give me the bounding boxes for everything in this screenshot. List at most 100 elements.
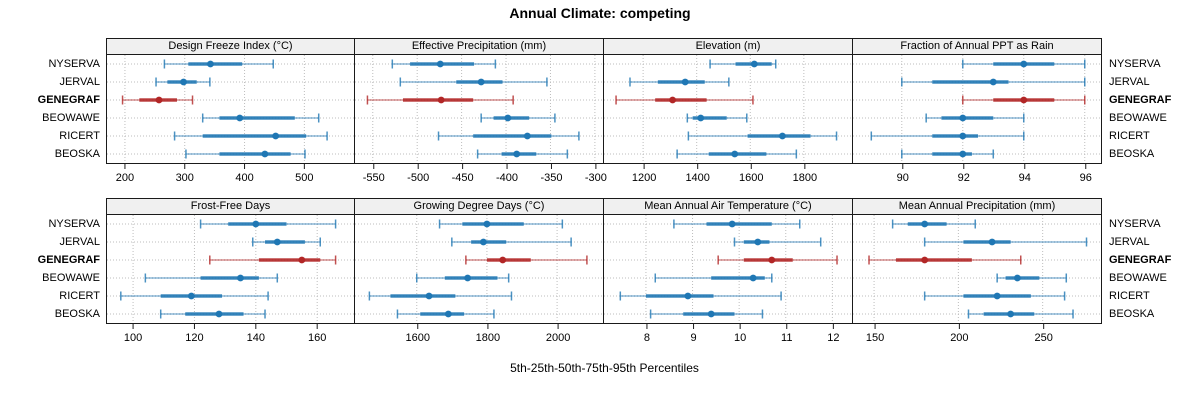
median-dot [252,220,260,228]
site-label-beowawe: BEOWAWE [1109,272,1167,284]
axis-tick-label: 1800 [476,332,500,344]
median-dot [1020,60,1028,68]
panel-title: Mean Annual Air Temperature (°C) [604,199,852,215]
site-labels-left-bottom: NYSERVA JERVAL GENEGRAF BEOWAWE RICERT BEOSKA [0,215,100,323]
x-axis-top-row: 200 300 400 500 -550 -500 -450 -400 -350 -300 1200… [116,164,1092,184]
panel-plot-area [853,55,1100,163]
median-dot [504,114,512,122]
median-dot [480,238,487,246]
site-labels-right-top: NYSERVA JERVAL GENEGRAF BEOWAWE RICERT BEOSKA [1109,55,1200,163]
median-dot [1013,274,1021,282]
site-label-genegraf: GENEGRAF [37,94,100,106]
median-dot [684,292,692,300]
site-label-beoska: BEOSKA [1109,308,1155,320]
panel-fraction-of-annual-ppt-as-rain: Fraction of Annual PPT as Rain [853,38,1102,164]
axis-tick-label: 1600 [406,332,430,344]
site-label-nyserva: NYSERVA [1109,218,1161,230]
axis-tick-label: -550 [363,172,385,184]
median-dot [959,150,967,158]
site-label-ricert: RICERT [59,130,100,142]
axis-tick-label: 140 [247,332,265,344]
median-dot [988,238,996,246]
x-axis-bottom-row: 100 120 140 160 1600 1800 2000 8 9 10 11 12 150 200 25… [124,324,1053,344]
axis-tick-label: 8 [644,332,650,344]
panel-mean-annual-air-temperature-c: Mean Annual Air Temperature (°C) [604,198,853,324]
axis-tick-label: 400 [235,172,253,184]
axis-tick-label: -400 [496,172,518,184]
site-label-nyserva: NYSERVA [48,218,100,230]
panel-plot-area [853,215,1100,323]
median-dot [180,78,187,86]
panel-title: Effective Precipitation (mm) [355,39,603,55]
median-dot [1020,96,1028,104]
panel-row-top: Design Freeze Index (°C) Effective Precip… [106,38,1103,164]
site-label-genegraf: GENEGRAF [37,254,100,266]
panel-title: Frost-Free Days [107,199,354,215]
axis-tick-label: -350 [540,172,562,184]
site-label-jerval: JERVAL [59,76,100,88]
site-label-ricert: RICERT [1109,130,1150,142]
median-dot [155,96,163,104]
panel-row-bottom: Frost-Free Days Growing Degree Days (°C) M… [106,198,1103,324]
site-label-jerval: JERVAL [59,236,100,248]
panel-plot-area [107,215,354,323]
site-label-jerval: JERVAL [1109,76,1150,88]
median-dot [207,60,214,68]
panel-plot-area [107,55,354,163]
panel-plot-area [604,215,851,323]
axis-tick-label: 250 [1034,332,1052,344]
axis-tick-label: -300 [585,172,607,184]
panel-growing-degree-days-c: Growing Degree Days (°C) [355,198,604,324]
axis-tick-label: 1800 [793,172,817,184]
axis-tick-label: 300 [176,172,194,184]
axis-tick-label: 11 [781,332,792,344]
axis-tick-label: 1600 [739,172,763,184]
median-dot [298,256,306,264]
axis-tick-label: 500 [295,172,313,184]
median-dot [425,292,433,300]
median-dot [989,78,997,86]
site-label-beowawe: BEOWAWE [42,272,100,284]
median-dot [513,150,521,158]
median-dot [477,78,485,86]
chart-title: Annual Climate: competing [509,5,691,21]
axis-tick-label: 100 [124,332,142,344]
panel-plot-area [355,215,602,323]
panel-effective-precipitation-mm: Effective Precipitation (mm) [355,38,604,164]
median-dot [921,256,929,264]
percentiles-caption: 5th-25th-50th-75th-95th Percentiles [510,361,699,375]
panel-plot-area [355,55,602,163]
median-dot [237,274,244,282]
axis-tick-label: 9 [690,332,696,344]
panel-mean-annual-precipitation-mm: Mean Annual Precipitation (mm) [853,198,1102,324]
axis-tick-label: 1400 [685,172,709,184]
axis-tick-label: 200 [950,332,968,344]
median-dot [444,310,452,318]
median-dot [464,274,472,282]
median-dot [959,114,967,122]
axis-tick-label: 1200 [632,172,656,184]
site-labels-right-bottom: NYSERVA JERVAL GENEGRAF BEOWAWE RICERT BEOSKA [1109,215,1200,323]
axis-tick-label: -450 [452,172,474,184]
site-label-ricert: RICERT [59,290,100,302]
panel-title: Elevation (m) [604,39,852,55]
axis-tick-label: 12 [827,332,839,344]
panel-frost-free-days: Frost-Free Days [106,198,355,324]
panel-title: Design Freeze Index (°C) [107,39,354,55]
median-dot [523,132,531,140]
site-label-beowawe: BEOWAWE [42,112,100,124]
median-dot [236,114,244,122]
median-dot [707,310,715,318]
axis-tick-label: 90 [897,172,909,184]
median-dot [731,150,739,158]
site-label-beoska: BEOSKA [1109,148,1155,160]
panel-design-freeze-index-c: Design Freeze Index (°C) [106,38,355,164]
axis-tick-label: 2000 [546,332,570,344]
median-dot [437,96,445,104]
site-label-beoska: BEOSKA [54,308,100,320]
median-dot [261,150,269,158]
median-dot [273,238,281,246]
panel-elevation-m: Elevation (m) [604,38,853,164]
axis-tick-label: 96 [1080,172,1092,184]
median-dot [215,310,223,318]
